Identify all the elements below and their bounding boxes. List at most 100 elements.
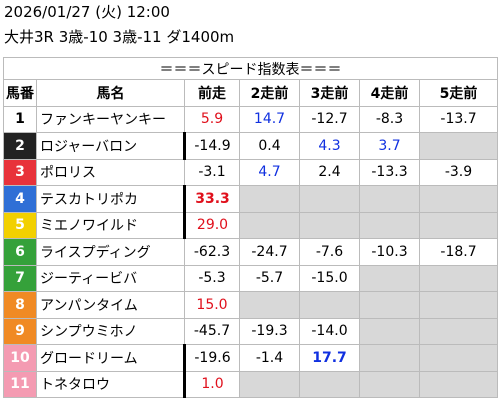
horse-name: シンプウミホノ	[36, 317, 185, 345]
speed-index: -62.3	[184, 238, 240, 266]
empty-cell	[239, 185, 300, 213]
empty-cell	[359, 185, 420, 213]
table-row: 3 ポロリス -3.1 4.7 2.4 -13.3 -3.9	[3, 158, 499, 186]
empty-cell	[418, 211, 499, 239]
horse-number: 4	[3, 185, 37, 213]
empty-cell	[239, 370, 300, 398]
table-row: 4 テスカトリポカ 33.3	[3, 185, 499, 213]
column-header: 4走前	[359, 79, 420, 107]
speed-index: -8.3	[359, 105, 420, 133]
empty-cell	[359, 344, 420, 372]
table-row: 7 ジーティービバ -5.3 -5.7 -15.0	[3, 264, 499, 292]
speed-index: -15.0	[299, 264, 360, 292]
table-row: 2 ロジャーバロン -14.9 0.4 4.3 3.7	[3, 132, 499, 160]
table-row: 10 グロードリーム -19.6 -1.4 17.7	[3, 344, 499, 372]
horse-number: 3	[3, 158, 37, 186]
speed-index: -45.7	[184, 317, 240, 345]
column-header: 2走前	[239, 79, 300, 107]
empty-cell	[359, 291, 420, 319]
empty-cell	[239, 291, 300, 319]
empty-cell	[418, 291, 499, 319]
speed-index: 5.9	[184, 105, 240, 133]
table-row: 1 ファンキーヤンキー 5.9 14.7 -12.7 -8.3 -13.7	[3, 105, 499, 133]
table-row: 8 アンパンタイム 15.0	[3, 291, 499, 319]
speed-index: 4.7	[239, 158, 300, 186]
horse-number: 9	[3, 317, 37, 345]
speed-index: 14.7	[239, 105, 300, 133]
speed-index: 29.0	[183, 211, 240, 239]
horse-number: 7	[3, 264, 37, 292]
horse-name: トネタロウ	[36, 370, 185, 398]
datetime: 2026/01/27 (火) 12:00	[4, 3, 170, 21]
empty-cell	[299, 211, 360, 239]
speed-index: -13.3	[359, 158, 420, 186]
speed-index: 2.4	[299, 158, 360, 186]
horse-name: グロードリーム	[36, 344, 185, 372]
horse-number: 11	[3, 370, 37, 398]
empty-cell	[359, 264, 420, 292]
speed-index: -3.9	[418, 158, 499, 186]
empty-cell	[359, 317, 420, 345]
speed-index: 33.3	[183, 185, 240, 213]
empty-cell	[418, 317, 499, 345]
horse-name: ロジャーバロン	[36, 132, 185, 160]
table-title: ＝＝＝スピード指数表＝＝＝	[2, 57, 499, 80]
horse-name: ポロリス	[36, 158, 185, 186]
horse-number: 1	[3, 105, 37, 133]
speed-index: 1.0	[183, 370, 240, 398]
column-header: 馬番	[3, 79, 37, 107]
speed-index: -10.3	[359, 238, 420, 266]
speed-index: -5.7	[239, 264, 300, 292]
horse-number: 8	[3, 291, 37, 319]
speed-index: -14.0	[299, 317, 360, 345]
table-row: 6 ライスプディング -62.3 -24.7 -7.6 -10.3 -18.7	[3, 238, 499, 266]
empty-cell	[418, 370, 499, 398]
speed-index: -19.3	[239, 317, 300, 345]
speed-index: 17.7	[299, 344, 360, 372]
speed-index: 15.0	[184, 291, 240, 319]
empty-cell	[299, 291, 360, 319]
table-row: 9 シンプウミホノ -45.7 -19.3 -14.0	[3, 317, 499, 345]
empty-cell	[299, 185, 360, 213]
horse-number: 5	[3, 211, 37, 239]
speed-index: -18.7	[418, 238, 499, 266]
horse-name: アンパンタイム	[36, 291, 185, 319]
speed-index: -1.4	[239, 344, 300, 372]
horse-name: ファンキーヤンキー	[36, 105, 185, 133]
speed-index: -12.7	[299, 105, 360, 133]
empty-cell	[239, 211, 300, 239]
horse-name: ジーティービバ	[36, 264, 185, 292]
empty-cell	[359, 370, 420, 398]
table-row: 5 ミエノワイルド 29.0	[3, 211, 499, 239]
column-header: 前走	[184, 79, 240, 107]
speed-index: 3.7	[359, 132, 420, 160]
speed-index: -13.7	[418, 105, 499, 133]
empty-cell	[418, 185, 499, 213]
column-header: 3走前	[299, 79, 360, 107]
speed-index: -7.6	[299, 238, 360, 266]
column-header: 5走前	[418, 79, 499, 107]
speed-index: -19.6	[183, 344, 240, 372]
speed-index: -24.7	[239, 238, 300, 266]
horse-number: 10	[3, 344, 37, 372]
empty-cell	[418, 344, 499, 372]
empty-cell	[418, 132, 499, 160]
speed-table: ＝＝＝スピード指数表＝＝＝ 馬番 馬名 前走 2走前 3走前 4走前 5走前 1 ファンキーヤ…	[2, 57, 499, 398]
horse-name: ライスプディング	[36, 238, 185, 266]
horse-number: 6	[3, 238, 37, 266]
speed-index: -14.9	[183, 132, 240, 160]
speed-index: 4.3	[299, 132, 360, 160]
column-header: 馬名	[36, 79, 185, 107]
speed-index: 0.4	[239, 132, 300, 160]
table-row: 11 トネタロウ 1.0	[3, 370, 499, 398]
race-info: 大井3R 3歳-10 3歳-11 ダ1400m	[4, 28, 235, 46]
speed-index: -5.3	[184, 264, 240, 292]
speed-index: -3.1	[184, 158, 240, 186]
empty-cell	[299, 370, 360, 398]
empty-cell	[359, 211, 420, 239]
horse-name: ミエノワイルド	[36, 211, 185, 239]
horse-name: テスカトリポカ	[36, 185, 185, 213]
horse-number: 2	[3, 132, 37, 160]
empty-cell	[418, 264, 499, 292]
